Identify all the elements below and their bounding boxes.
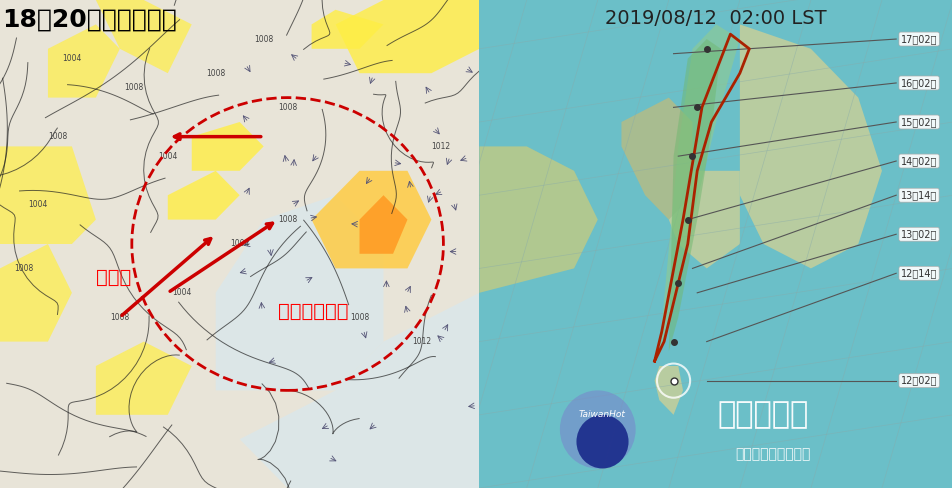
Text: 關心跟你有關的新跡: 關心跟你有關的新跡 — [735, 447, 810, 461]
Polygon shape — [311, 10, 383, 49]
Polygon shape — [215, 195, 383, 390]
Polygon shape — [359, 195, 407, 254]
Polygon shape — [739, 24, 881, 268]
Text: 西南風: 西南風 — [96, 268, 131, 287]
Text: 1008: 1008 — [206, 69, 225, 78]
Text: 1008: 1008 — [110, 313, 129, 322]
Text: 18日20時地面預測圖: 18日20時地面預測圖 — [3, 7, 177, 31]
Text: 1012: 1012 — [431, 142, 450, 151]
Text: 1008: 1008 — [125, 83, 144, 92]
Polygon shape — [96, 342, 191, 415]
Polygon shape — [621, 98, 692, 220]
Text: 1004: 1004 — [172, 288, 191, 297]
Text: 1008: 1008 — [14, 264, 33, 273]
Polygon shape — [479, 0, 952, 488]
Text: 1008: 1008 — [349, 313, 368, 322]
Circle shape — [559, 390, 635, 468]
Text: 1004: 1004 — [29, 201, 48, 209]
Text: 15日02時: 15日02時 — [900, 117, 937, 127]
Text: 1004: 1004 — [62, 54, 82, 63]
Text: 1008: 1008 — [254, 35, 273, 43]
Polygon shape — [479, 146, 597, 293]
Polygon shape — [668, 171, 739, 268]
Text: 1004: 1004 — [158, 152, 177, 161]
Text: 16日02時: 16日02時 — [900, 78, 936, 88]
Text: 17日02時: 17日02時 — [900, 34, 937, 44]
Text: 13日02時: 13日02時 — [900, 229, 936, 239]
Text: 1008: 1008 — [278, 103, 297, 112]
Polygon shape — [48, 24, 120, 98]
Text: 1008: 1008 — [278, 215, 297, 224]
Polygon shape — [96, 0, 191, 73]
Text: 13日14時: 13日14時 — [900, 190, 936, 200]
Polygon shape — [335, 0, 479, 73]
Polygon shape — [0, 0, 479, 488]
Polygon shape — [0, 146, 96, 244]
Text: TaiwanHot: TaiwanHot — [578, 410, 625, 419]
Polygon shape — [659, 24, 739, 351]
Text: 台灣好新跡: 台灣好新跡 — [717, 400, 808, 429]
Polygon shape — [668, 39, 720, 351]
Polygon shape — [168, 171, 240, 220]
Polygon shape — [0, 244, 71, 342]
Text: 1008: 1008 — [48, 132, 67, 141]
Text: 1012: 1012 — [412, 337, 431, 346]
Text: 1004: 1004 — [229, 240, 249, 248]
Polygon shape — [311, 171, 431, 268]
Circle shape — [576, 415, 628, 468]
Text: 14日02時: 14日02時 — [900, 156, 936, 166]
Polygon shape — [191, 122, 264, 171]
Text: 季風低壓環流: 季風低壓環流 — [278, 302, 348, 321]
Text: 2019/08/12  02:00 LST: 2019/08/12 02:00 LST — [605, 9, 826, 28]
Polygon shape — [654, 366, 683, 415]
Text: 12日02時: 12日02時 — [900, 376, 937, 386]
Polygon shape — [240, 293, 479, 488]
Text: 12日14時: 12日14時 — [900, 268, 936, 278]
